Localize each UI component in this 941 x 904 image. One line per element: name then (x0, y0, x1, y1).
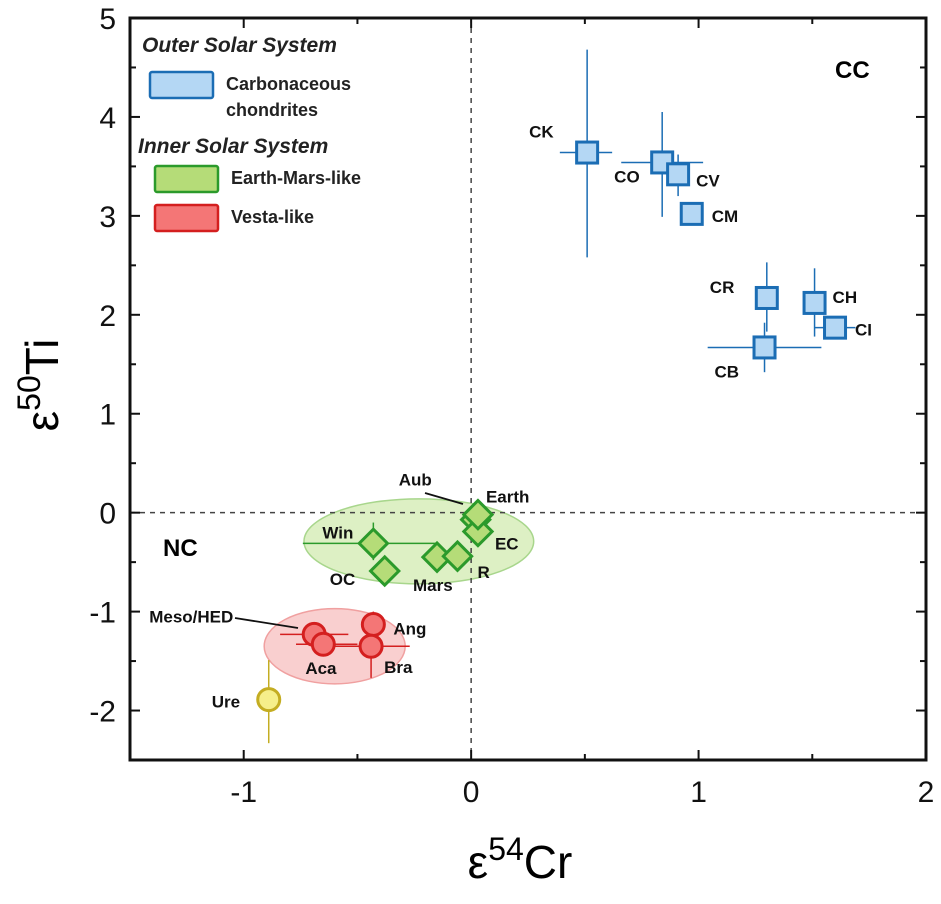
point-label-win: Win (322, 523, 353, 542)
point-cr (754, 285, 779, 310)
y-axis-label: ε50Ti (11, 339, 68, 432)
legend-label-em: Earth-Mars-like (231, 168, 361, 188)
point-ang (360, 611, 386, 637)
point-cb (752, 335, 777, 360)
point-ec (461, 515, 495, 548)
y-tick-label: 0 (99, 498, 116, 531)
legend: Outer Solar System Carbonaceous chondrites… (138, 34, 361, 233)
point-cv (666, 162, 691, 187)
x-tick-label: 2 (918, 776, 935, 809)
legend-swatch-em (153, 164, 220, 194)
point-aca (310, 631, 336, 657)
legend-section-title: Inner Solar System (138, 135, 328, 158)
x-tick-label: 1 (690, 776, 707, 809)
point-ck (575, 140, 600, 165)
y-tick-label: 5 (99, 3, 116, 36)
y-tick-label: 2 (99, 300, 116, 333)
meso-hed-leader-line (234, 617, 299, 629)
y-tick-label: -1 (89, 597, 116, 630)
legend-section-title: Outer Solar System (142, 34, 337, 57)
point-label-mars: Mars (413, 576, 453, 595)
point-label-ec: EC (495, 534, 519, 553)
point-cm (679, 201, 704, 226)
point-label-meso-hed: Meso/HED (149, 607, 233, 626)
y-tick-label: 3 (99, 201, 116, 234)
y-tick-label: -2 (89, 696, 116, 729)
point-label-r: R (477, 563, 489, 582)
point-label-aub: Aub (399, 471, 432, 490)
point-win (357, 527, 390, 560)
point-label-ci: CI (855, 321, 872, 340)
point-label-ure: Ure (212, 693, 240, 712)
y-tick-label: 1 (99, 399, 116, 432)
point-label-cb: CB (715, 362, 740, 381)
point-bra (358, 633, 384, 659)
data-points (256, 140, 848, 713)
point-label-ch: CH (833, 288, 858, 307)
point-label-ang: Ang (393, 619, 426, 638)
point-ci (823, 315, 848, 340)
group-regions (263, 498, 535, 685)
legend-swatch-cc (148, 70, 215, 100)
point-r (441, 539, 474, 573)
x-tick-label: 0 (463, 776, 480, 809)
region-label-nc: NC (163, 535, 198, 562)
point-label-aca: Aca (305, 659, 337, 678)
point-labels: CK CO CV CM CR CH CI CB Aub EC Earth Win OC Mars R Meso… (149, 123, 872, 712)
reference-lines (130, 18, 926, 760)
point-label-co: CO (614, 167, 640, 186)
region-label-cc: CC (835, 57, 870, 84)
point-label-cm: CM (712, 207, 738, 226)
aub-leader-line (424, 492, 464, 505)
point-label-earth: Earth (486, 488, 529, 507)
point-oc (368, 554, 401, 588)
legend-swatch-vesta (153, 203, 220, 233)
axes: -1 0 1 2 -2 -1 0 1 2 3 4 5 (89, 3, 934, 809)
point-mars (420, 540, 454, 574)
point-earth (461, 498, 495, 531)
y-tick-label: 4 (99, 102, 116, 135)
legend-label-cc: Carbonaceous (226, 74, 351, 94)
legend-label-vesta: Vesta-like (231, 207, 314, 227)
point-ch (802, 290, 827, 315)
x-tick-label: -1 (230, 776, 257, 809)
point-ure (256, 687, 282, 713)
point-label-bra: Bra (384, 658, 413, 677)
x-axis-label: ε54Cr (468, 831, 573, 888)
point-label-cr: CR (710, 278, 735, 297)
plot-frame (128, 16, 928, 762)
point-label-oc: OC (330, 570, 356, 589)
point-label-ck: CK (529, 123, 554, 142)
point-label-cv: CV (696, 171, 720, 190)
legend-label-cc: chondrites (226, 100, 318, 120)
